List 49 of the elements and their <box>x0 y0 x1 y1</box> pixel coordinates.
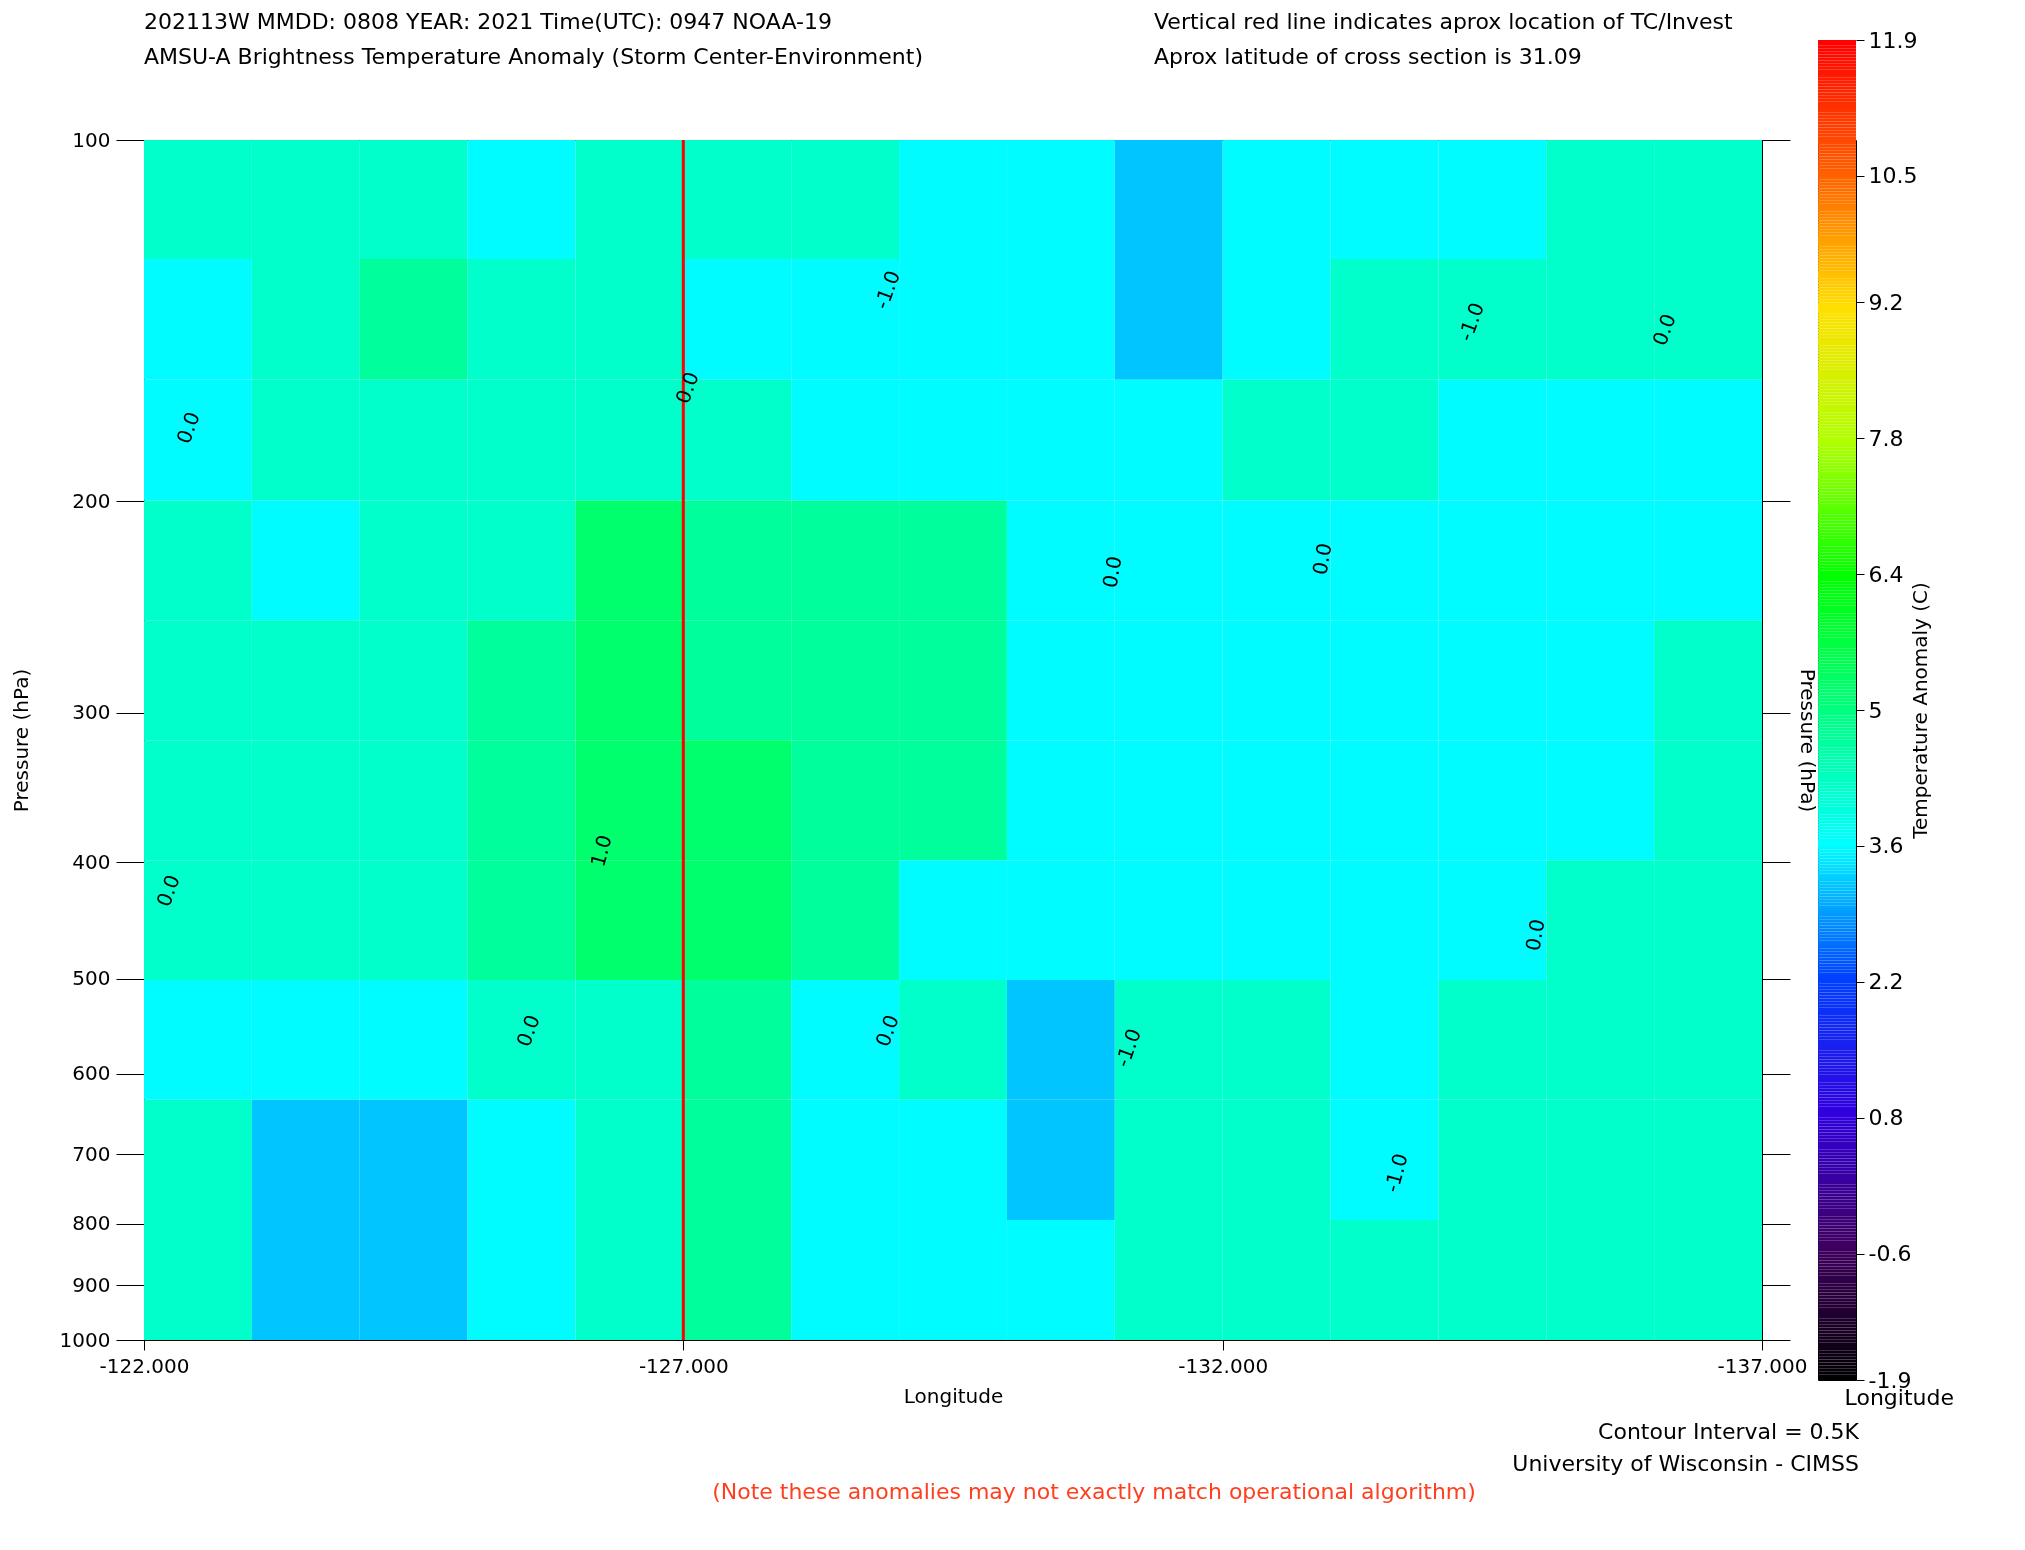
color-bar-label: 5 <box>1868 697 1883 723</box>
text: University of Wisconsin - CIMSS <box>1512 1451 1859 1476</box>
annotation: 0.0 <box>151 871 185 910</box>
chart-subtitle: AMSU-A Brightness Temperature Anomaly (Storm Center-Environment) <box>144 44 923 69</box>
color-bar-label: 11.9 <box>1868 27 1918 53</box>
x-tick-label: -127.000 <box>638 1353 729 1378</box>
color-bar-label: 9.2 <box>1868 289 1904 315</box>
y-tick-label: 200 <box>72 488 111 513</box>
y-tick-label: 900 <box>72 1272 111 1297</box>
annotation: 0.0 <box>511 1011 545 1050</box>
text: Aprox latitude of cross section is 31.09 <box>1154 44 1582 69</box>
annotation: 0.0 <box>670 368 704 407</box>
annotation: -1.0 <box>1453 299 1490 345</box>
color-bar-label: 7.8 <box>1868 425 1904 451</box>
y2-axis-title: Pressure (hPa) <box>1796 668 1820 813</box>
y-tick-label: 500 <box>72 966 111 991</box>
y-tick-label: 300 <box>72 700 111 725</box>
x-tick-label: -132.000 <box>1178 1353 1269 1378</box>
chart-title: 202113W MMDD: 0808 YEAR: 2021 Time(UTC): 0947 NOAA-19 <box>144 9 832 34</box>
annotation: -1.0 <box>1110 1025 1147 1071</box>
text: Vertical red line indicates aprox location of TC/Invest <box>1154 9 1734 34</box>
color-bar-label: 3.6 <box>1868 833 1904 859</box>
annotation: -1.0 <box>869 267 906 313</box>
y-tick-label: 100 <box>72 127 111 152</box>
text: Contour Interval = 0.5K <box>1598 1419 1860 1444</box>
annotation: -1.0 <box>1379 1150 1413 1195</box>
x-tick-label: -122.000 <box>99 1353 190 1378</box>
y-tick-label: 700 <box>72 1141 111 1166</box>
color-bar-label: 0.8 <box>1868 1105 1904 1131</box>
y-axis-title: Pressure (hPa) <box>8 668 33 813</box>
y-tick-label: 800 <box>72 1211 111 1236</box>
color-bar-label: -0.6 <box>1868 1241 1912 1267</box>
color-bar-title: Temperature Anomaly (C) <box>1908 582 1933 840</box>
y-tick-label: 1000 <box>59 1327 111 1352</box>
y-tick-label: 400 <box>72 849 111 874</box>
text: (Note these anomalies may not exactly match operational algorithm) <box>712 1479 1476 1504</box>
x-tick-label: -137.000 <box>1717 1353 1808 1378</box>
annotation: 0.0 <box>171 408 205 447</box>
color-bar-label: 10.5 <box>1868 163 1918 189</box>
annotation: 0.0 <box>1647 310 1681 349</box>
annotation: 0.0 <box>1307 541 1337 577</box>
color-bar-label: 6.4 <box>1868 561 1904 587</box>
annotation: 1.0 <box>585 832 617 870</box>
y-tick-label: 600 <box>72 1061 111 1086</box>
annotation: 0.0 <box>870 1011 904 1050</box>
annotation: 0.0 <box>1097 554 1127 590</box>
annotation: 0.0 <box>1520 917 1550 953</box>
color-bar-label: 2.2 <box>1868 969 1904 995</box>
x-axis-title: Longitude <box>903 1383 1004 1408</box>
